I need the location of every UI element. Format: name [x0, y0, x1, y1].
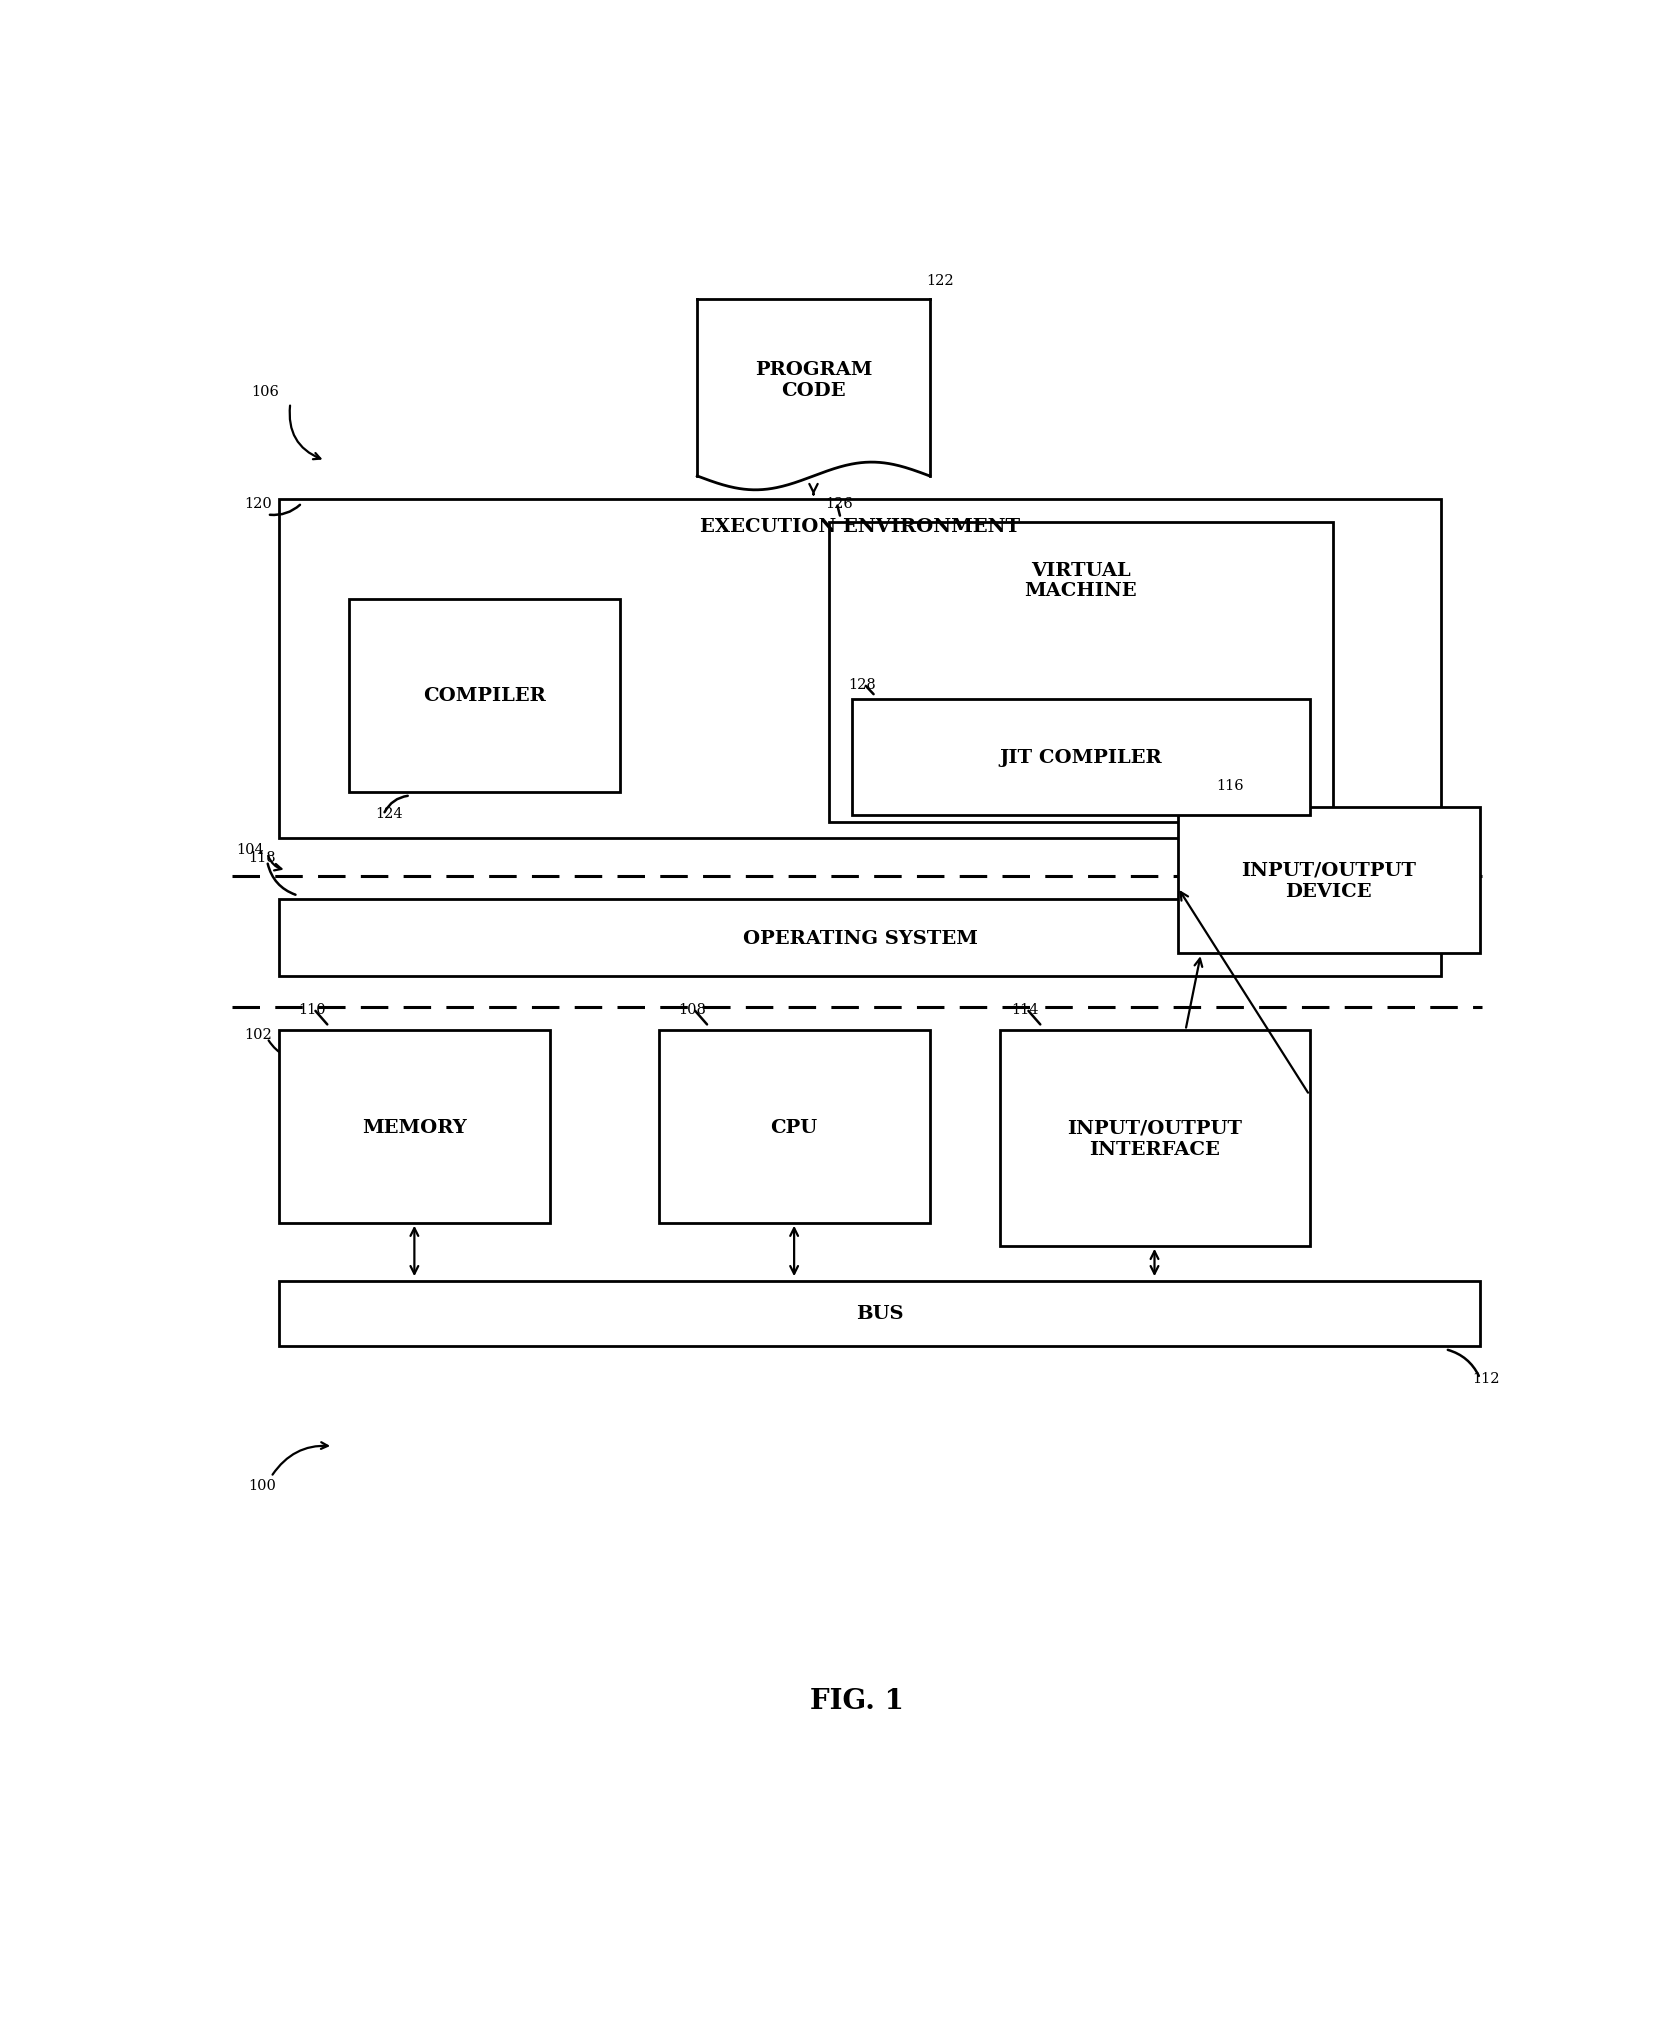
- Text: CPU: CPU: [771, 1119, 818, 1137]
- Bar: [659, 1032, 930, 1224]
- Bar: [853, 700, 1309, 815]
- Text: FIG. 1: FIG. 1: [809, 1687, 905, 1713]
- Bar: [279, 1281, 1480, 1347]
- Text: 126: 126: [824, 498, 853, 510]
- Bar: [279, 500, 1441, 838]
- Bar: [1000, 1032, 1309, 1246]
- Text: 110: 110: [298, 1001, 326, 1016]
- Bar: [279, 900, 1441, 977]
- Text: 100: 100: [247, 1479, 276, 1491]
- Text: OPERATING SYSTEM: OPERATING SYSTEM: [742, 929, 978, 947]
- Text: JIT COMPILER: JIT COMPILER: [1000, 749, 1162, 767]
- Bar: [348, 601, 620, 793]
- Text: 116: 116: [1217, 779, 1244, 793]
- Text: EXECUTION ENVIRONMENT: EXECUTION ENVIRONMENT: [701, 518, 1020, 536]
- Text: BUS: BUS: [856, 1305, 903, 1323]
- Text: VIRTUAL
MACHINE: VIRTUAL MACHINE: [1025, 560, 1137, 601]
- Text: 128: 128: [848, 678, 876, 692]
- Bar: [279, 1032, 550, 1224]
- Text: 122: 122: [926, 273, 953, 287]
- Text: INPUT/OUTPUT
INTERFACE: INPUT/OUTPUT INTERFACE: [1067, 1119, 1242, 1157]
- Text: 118: 118: [247, 852, 276, 864]
- Text: 108: 108: [677, 1001, 706, 1016]
- Bar: [829, 522, 1333, 823]
- Text: 106: 106: [251, 384, 279, 399]
- Text: MEMORY: MEMORY: [363, 1119, 466, 1137]
- Text: COMPILER: COMPILER: [423, 688, 545, 706]
- Bar: [1177, 807, 1480, 955]
- Text: 120: 120: [244, 498, 271, 510]
- Text: 112: 112: [1473, 1372, 1500, 1386]
- Text: 124: 124: [376, 807, 403, 821]
- Text: 102: 102: [244, 1028, 271, 1042]
- Bar: [697, 299, 930, 477]
- Text: PROGRAM
CODE: PROGRAM CODE: [754, 362, 873, 401]
- Text: INPUT/OUTPUT
DEVICE: INPUT/OUTPUT DEVICE: [1241, 862, 1416, 900]
- Text: 114: 114: [1012, 1001, 1038, 1016]
- Text: 104: 104: [236, 844, 264, 858]
